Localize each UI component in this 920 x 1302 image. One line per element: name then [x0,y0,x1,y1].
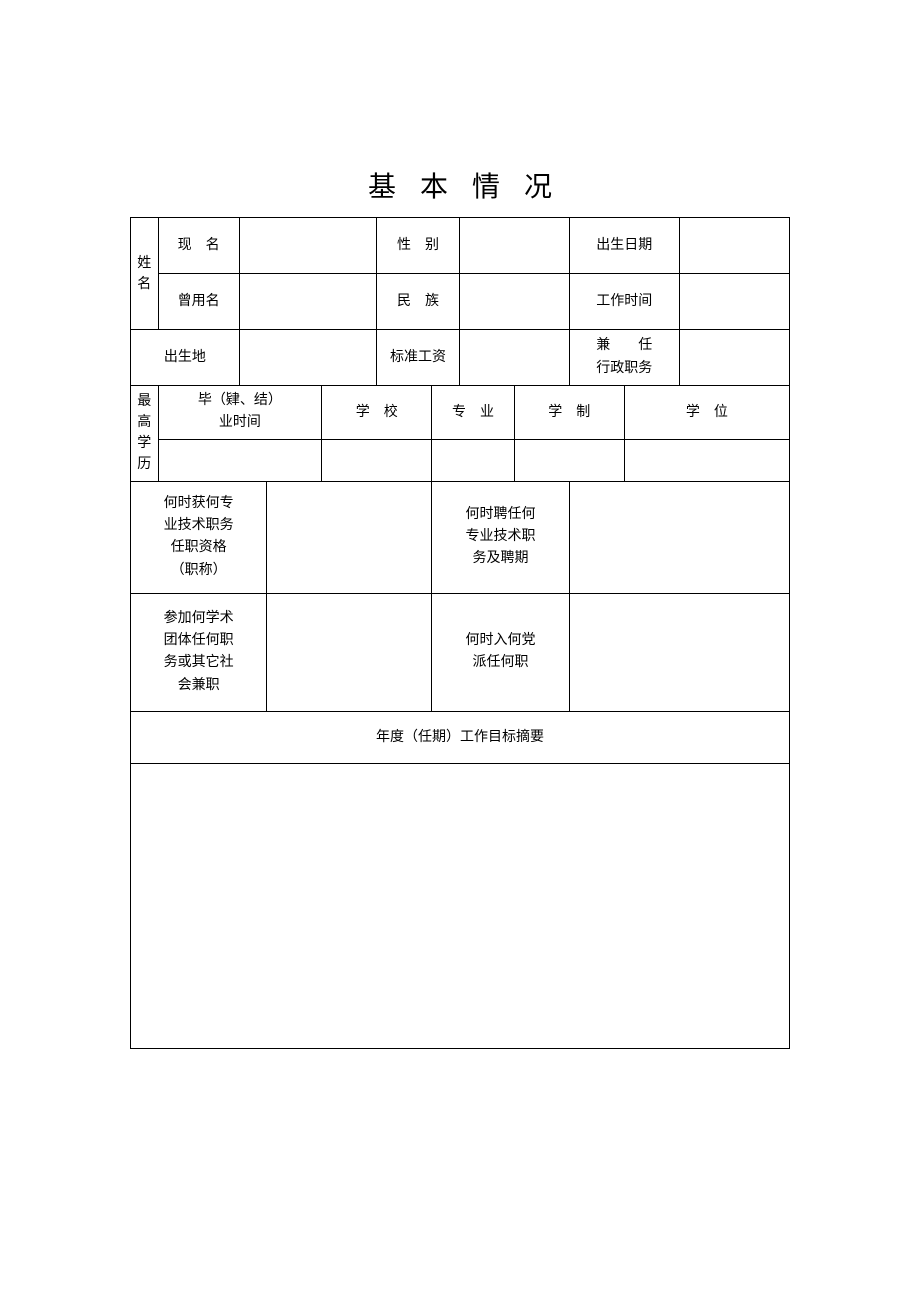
form-page: 基本情况 姓名 现 [0,0,920,1109]
label-concurrent-admin: 兼 任行政职务 [569,330,679,386]
label-former-name: 曾用名 [158,274,239,330]
value-birth-date [679,218,789,274]
value-appointment [569,481,789,593]
label-party: 何时入何党派任何职 [432,593,570,711]
value-former-name [239,274,377,330]
value-academic-org [267,593,432,711]
value-concurrent-admin [679,330,789,386]
label-degree: 学 位 [624,386,789,440]
label-academic-org: 参加何学术团体任何职务或其它社会兼职 [131,593,267,711]
value-major [432,439,515,481]
value-birth-place [239,330,377,386]
label-grad-time: 毕（肄、结）业时间 [158,386,322,440]
label-work-summary: 年度（任期）工作目标摘要 [131,711,790,763]
value-party [569,593,789,711]
label-school: 学 校 [322,386,432,440]
value-current-name [239,218,377,274]
label-education-group: 最高学历 [131,386,159,482]
label-birth-place: 出生地 [131,330,240,386]
label-ethnicity: 民 族 [377,274,460,330]
label-major: 专 业 [432,386,515,440]
value-grad-time [158,439,322,481]
value-work-summary [131,763,790,1048]
label-standard-wage: 标准工资 [377,330,460,386]
label-work-time: 工作时间 [569,274,679,330]
basic-info-table: 姓名 现 名 性 别 出生日期 曾用名 民 族 工作时间 出生地 标准工资 兼 … [130,217,790,1049]
label-current-name: 现 名 [158,218,239,274]
value-standard-wage [459,330,569,386]
value-ethnicity [459,274,569,330]
label-birth-date: 出生日期 [569,218,679,274]
label-name-group: 姓名 [131,218,159,330]
value-work-time [679,274,789,330]
value-gender [459,218,569,274]
label-system: 学 制 [514,386,624,440]
label-gender: 性 别 [377,218,460,274]
value-system [514,439,624,481]
label-qualification: 何时获何专业技术职务任职资格（职称） [131,481,267,593]
value-qualification [267,481,432,593]
value-school [322,439,432,481]
label-appointment: 何时聘任何专业技术职务及聘期 [432,481,570,593]
value-degree [624,439,789,481]
page-title: 基本情况 [130,165,790,205]
